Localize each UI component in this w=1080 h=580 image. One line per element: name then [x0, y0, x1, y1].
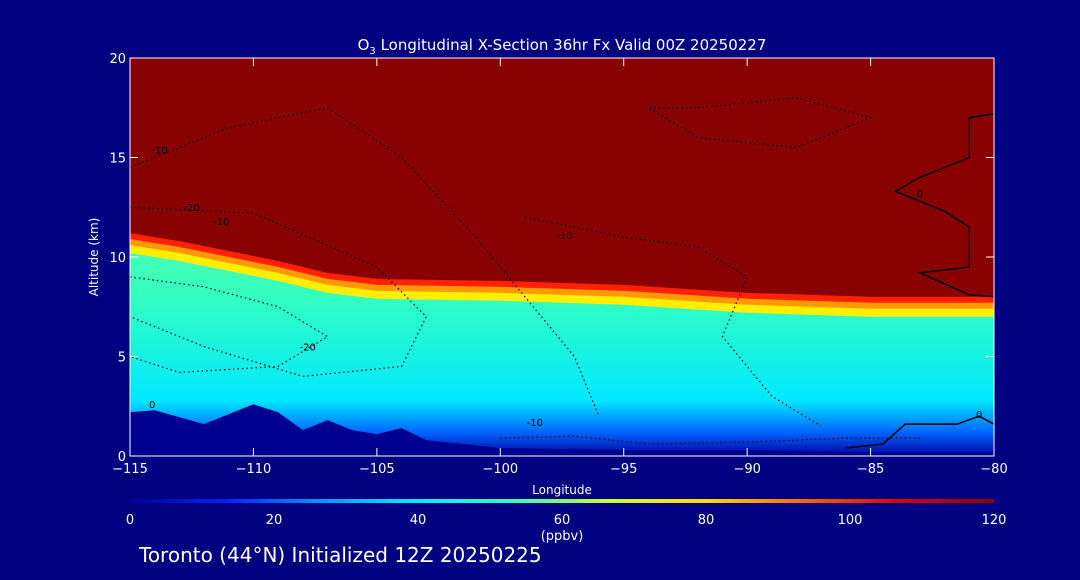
x-tick-label-1: −110 — [236, 462, 272, 477]
colorbar-tick-label-6: 120 — [982, 513, 1007, 528]
y-tick-label-0: 0 — [118, 450, 126, 465]
contour-line-1 — [130, 206, 427, 378]
colorbar-tick-label-3: 60 — [554, 513, 571, 528]
contour-label-6: 0 — [149, 400, 155, 411]
stratosphere-field — [130, 58, 994, 297]
zero-contour-lower — [845, 415, 994, 449]
axes: −115 −110 −105 −100 −95 −90 −85 −80 0 5 10 15 20 — [109, 52, 1007, 477]
y-axis-label: Altitude (km) — [87, 218, 101, 297]
colorbar — [130, 499, 994, 503]
colorbar-tick-label-5: 100 — [838, 513, 863, 528]
y-tick-label-1: 5 — [118, 351, 126, 366]
x-tick-label-4: −95 — [610, 462, 637, 477]
colorbar-ticks: 0 20 40 60 80 100 120 — [126, 513, 1007, 528]
x-tick-label-5: −90 — [733, 462, 760, 477]
x-tick-label-7: −80 — [980, 462, 1007, 477]
colorbar-tick-label-2: 40 — [410, 513, 427, 528]
y-tick-label-4: 20 — [109, 52, 126, 67]
contour-line-2 — [130, 276, 329, 374]
colorbar-units: (ppbv) — [541, 529, 584, 544]
x-tick-label-2: −105 — [359, 462, 395, 477]
x-tick-label-6: −85 — [857, 462, 884, 477]
colorbar-tick-label-1: 20 — [266, 513, 283, 528]
contour-label-0: -10 — [151, 146, 167, 157]
contour-label-3: -10 — [556, 231, 572, 242]
x-tick-label-0: −115 — [112, 462, 148, 477]
contour-line-3 — [646, 97, 873, 149]
chart-title: O3 Longitudinal X-Section 36hr Fx Valid … — [358, 36, 767, 57]
y-tick-label-3: 15 — [109, 152, 126, 167]
contour-label-8: 0 — [976, 410, 982, 421]
x-tick-label-3: −100 — [482, 462, 518, 477]
x-axis-label: Longitude — [532, 483, 592, 497]
colorbar-tick-label-0: 0 — [126, 513, 134, 528]
contour-label-1: -20 — [184, 203, 200, 214]
contour-label-4: -20 — [300, 343, 316, 354]
colorbar-tick-label-4: 80 — [698, 513, 715, 528]
plot-area: -10 -20 -10 -10 -20 -10 0 0 0 — [130, 58, 994, 456]
contour-label-5: -10 — [527, 418, 543, 429]
contour-label-2: -10 — [213, 217, 229, 228]
contour-label-7: 0 — [917, 189, 923, 200]
terrain — [130, 404, 994, 456]
y-tick-label-2: 10 — [109, 251, 126, 266]
footer-station-info: Toronto (44°N) Initialized 12Z 20250225 — [138, 543, 542, 567]
zero-contour-upper — [893, 112, 994, 298]
